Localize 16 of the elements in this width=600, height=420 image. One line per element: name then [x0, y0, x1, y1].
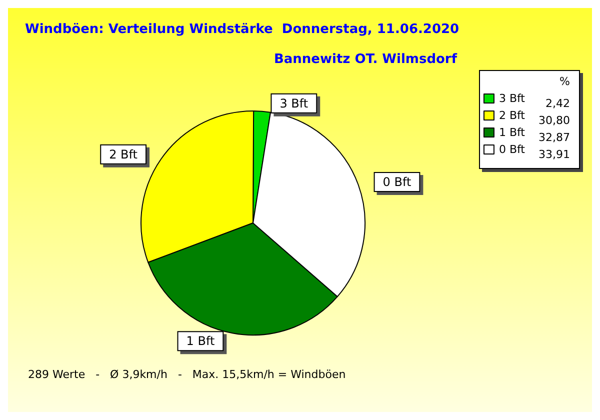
slice-label: 3 Bft: [280, 96, 308, 110]
text: 289 Werte - Ø 3,9km/h - Max. 15,5km/h = Windböen: [28, 368, 346, 381]
slice-label: 1 Bft: [186, 334, 215, 348]
slice-label: 0 Bft: [382, 175, 412, 190]
data-label: 33,91: [538, 148, 570, 161]
legend-label: 0 Bft: [498, 143, 526, 156]
data-label: 30,80: [538, 114, 570, 127]
chart-title: Windböen: Verteilung Windstärke Donnerstag, 11.06.2020: [25, 22, 460, 37]
legend-label: 2 Bft: [498, 109, 526, 122]
legend-label: 3 Bft: [498, 92, 526, 105]
data-label: 2,42: [546, 97, 570, 110]
legend-title: %: [560, 75, 570, 88]
data-label: 32,87: [538, 131, 570, 144]
chart-subtitle: Bannewitz OT. Wilmsdorf: [274, 52, 458, 67]
slice-label: 2 Bft: [109, 147, 138, 162]
legend-label: 1 Bft: [498, 126, 526, 139]
